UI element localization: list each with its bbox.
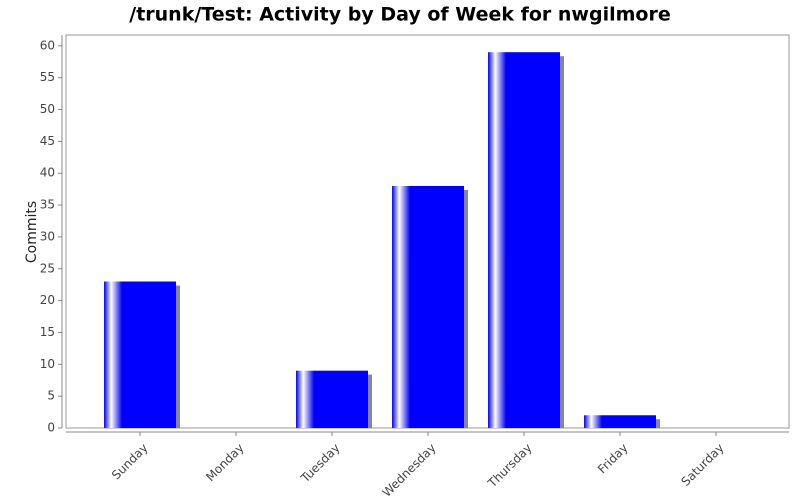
bar — [584, 415, 656, 428]
x-tick-label: Saturday — [678, 441, 726, 489]
bar — [296, 370, 368, 428]
y-axis-title: Commits — [24, 201, 40, 263]
x-tick-label: Sunday — [109, 441, 151, 483]
y-tick-label: 25 — [40, 261, 55, 275]
y-tick-label: 5 — [47, 389, 55, 403]
y-tick-label: 60 — [40, 38, 55, 52]
y-tick-label: 50 — [40, 102, 55, 116]
y-tick-label: 10 — [40, 357, 55, 371]
y-tick-label: 55 — [40, 70, 55, 84]
y-tick-label: 35 — [40, 198, 55, 212]
y-tick-label: 15 — [40, 325, 55, 339]
y-tick-label: 30 — [40, 229, 55, 243]
y-tick-label: 40 — [40, 166, 55, 180]
x-tick-label: Tuesday — [297, 441, 342, 486]
y-tick-label: 20 — [40, 293, 55, 307]
x-tick-label: Monday — [203, 441, 246, 484]
chart-title: /trunk/Test: Activity by Day of Week for… — [129, 4, 670, 26]
x-tick-label: Wednesday — [380, 441, 439, 500]
x-tick-label: Friday — [595, 441, 631, 477]
x-tick-label: Thursday — [485, 441, 535, 491]
bar — [488, 52, 560, 429]
y-tick-label: 45 — [40, 134, 55, 148]
bar — [104, 281, 176, 428]
y-tick-label: 0 — [47, 421, 55, 435]
bar — [392, 185, 464, 428]
